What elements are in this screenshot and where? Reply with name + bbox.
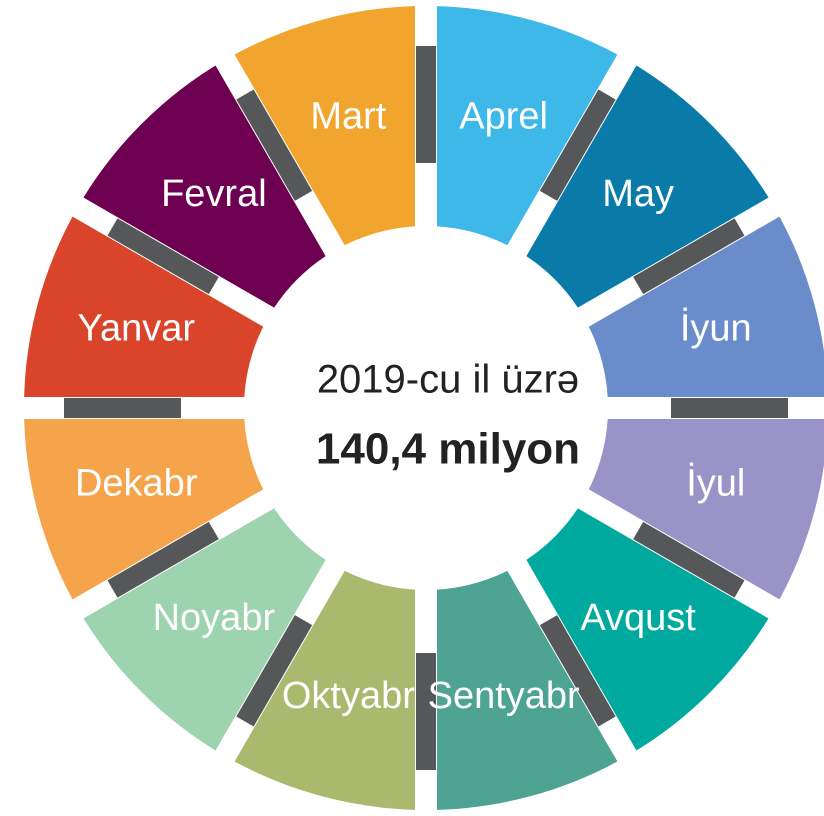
segment (501, 483, 775, 757)
segment (501, 59, 775, 333)
center-line1: 2019-cu il üzrə (317, 358, 579, 402)
segment (555, 207, 824, 408)
segment (426, 6, 627, 279)
segment (24, 408, 297, 609)
segment-label: İyul (686, 462, 745, 505)
segment-label: May (602, 173, 674, 215)
connector (107, 521, 219, 598)
connector (539, 615, 616, 727)
connector (633, 521, 745, 598)
segment-label: Yanvar (77, 307, 195, 349)
segment (24, 207, 297, 408)
connector (236, 89, 313, 201)
segment-label: Fevral (161, 173, 267, 215)
segment (225, 6, 426, 279)
gaps (14, 0, 824, 816)
segment-label: Noyabr (153, 597, 276, 639)
segment (77, 59, 351, 333)
connector (236, 615, 313, 727)
connector (633, 218, 745, 295)
segments (24, 6, 824, 810)
center-circle (244, 226, 608, 590)
connector (539, 89, 616, 201)
segment-label: Aprel (459, 95, 548, 137)
segment (225, 537, 426, 810)
segment-label: Avqust (580, 597, 696, 639)
segment (555, 408, 824, 609)
segment-label: Dekabr (75, 463, 198, 505)
center-line2: 140,4 milyon (316, 425, 580, 474)
segment-label: Sentyabr (428, 675, 580, 717)
connector (107, 218, 219, 295)
segment-label: Oktyabr (282, 675, 415, 717)
segment (77, 483, 351, 757)
segment-label: İyun (680, 306, 752, 349)
segment (426, 537, 627, 810)
segment-label: Mart (310, 95, 386, 137)
